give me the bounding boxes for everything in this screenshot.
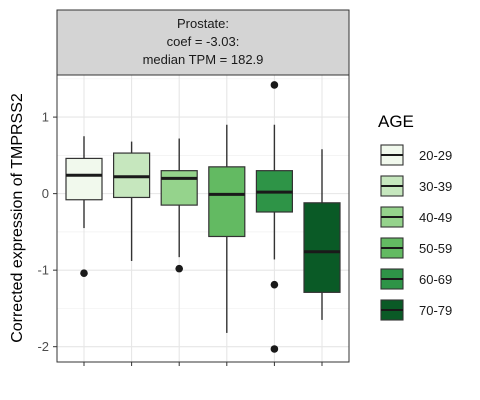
legend-item-50-59: 50-59: [381, 238, 452, 258]
legend-item-20-29: 20-29: [381, 145, 452, 165]
outlier-point: [175, 265, 183, 273]
outlier-point: [80, 269, 88, 277]
box-iqr: [304, 203, 340, 293]
strip-title-line-3: median TPM = 182.9: [143, 52, 264, 67]
legend-label: 60-69: [419, 272, 452, 287]
y-tick-label: 0: [42, 186, 49, 201]
legend-item-70-79: 70-79: [381, 300, 452, 320]
legend-title: AGE: [378, 112, 414, 131]
y-tick-label: -2: [37, 339, 49, 354]
y-tick-label: -1: [37, 263, 49, 278]
legend-label: 50-59: [419, 241, 452, 256]
strip-title-line-2: coef = -3.03:: [167, 34, 240, 49]
legend-label: 40-49: [419, 210, 452, 225]
box-iqr: [161, 171, 197, 205]
legend-item-30-39: 30-39: [381, 176, 452, 196]
strip-title-line-1: Prostate:: [177, 16, 229, 31]
legend-label: 30-39: [419, 179, 452, 194]
y-tick-label: 1: [42, 110, 49, 125]
facet-strip: Prostate: coef = -3.03: median TPM = 182…: [57, 10, 349, 75]
y-axis: 1 0 -1 -2: [37, 110, 57, 355]
legend-label: 20-29: [419, 148, 452, 163]
outlier-point: [271, 345, 279, 353]
legend-item-40-49: 40-49: [381, 207, 452, 227]
box-iqr: [114, 153, 150, 197]
legend: AGE 20-29 30-39 40-49 50-59 60-69 70-79: [378, 112, 452, 320]
legend-label: 70-79: [419, 303, 452, 318]
x-axis: [84, 362, 322, 366]
box-iqr: [209, 167, 245, 237]
outlier-point: [271, 81, 279, 89]
y-axis-title: Corrected expression of TMPRSS2: [9, 93, 26, 343]
legend-item-60-69: 60-69: [381, 269, 452, 289]
outlier-point: [271, 281, 279, 289]
box-iqr: [66, 158, 102, 199]
